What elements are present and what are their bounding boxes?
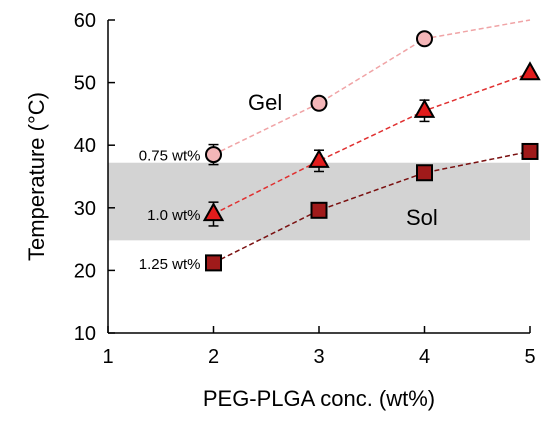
labels-layer: 0.75 wt% 1.0 wt% 1.25 wt% Gel Sol	[139, 90, 438, 273]
series-label: 0.75 wt%	[139, 148, 201, 165]
data-point-triangle	[202, 202, 225, 222]
data-point-square	[416, 164, 433, 182]
y-tick-label: 20	[74, 260, 96, 282]
x-tick-label: 3	[313, 346, 324, 368]
data-point-circle	[416, 30, 433, 48]
data-point-triangle	[413, 98, 436, 118]
markers-layer	[202, 30, 541, 272]
y-tick-label: 10	[74, 323, 96, 345]
series-line	[213, 150, 531, 264]
x-tick-label: 5	[524, 346, 535, 368]
y-tick-label: 40	[74, 135, 96, 157]
y-tick-label: 30	[74, 198, 96, 220]
shaded-band-layer	[108, 162, 530, 241]
data-point-square	[205, 254, 222, 272]
y-tick-label: 50	[74, 73, 96, 95]
data-point-square	[521, 142, 539, 160]
gel-region-label: Gel	[248, 90, 282, 115]
series-label: 1.0 wt%	[147, 207, 200, 224]
series-lines-layer	[213, 19, 531, 264]
data-point-square	[310, 201, 328, 219]
series-line	[213, 72, 531, 215]
x-axis-title: PEG-PLGA conc. (wt%)	[203, 386, 435, 411]
x-tick-label: 4	[419, 346, 430, 368]
data-point-triangle	[519, 61, 541, 81]
data-point-circle	[205, 146, 222, 164]
y-tick-label: 60	[74, 10, 96, 32]
series-line	[213, 19, 531, 156]
data-point-circle	[310, 94, 328, 112]
series-label: 1.25 wt%	[139, 256, 201, 273]
axes-layer: 1 2 3 4 5 10 20 30 40 50 60 PEG-PLGA conc. (wt%) Tem…	[24, 10, 536, 411]
shaded-band	[108, 162, 530, 241]
x-tick-label: 2	[208, 346, 219, 368]
sol-region-label: Sol	[406, 205, 438, 230]
data-point-triangle	[308, 148, 330, 168]
y-axis-title: Temperature (°C)	[24, 92, 49, 261]
x-tick-label: 1	[102, 346, 113, 368]
